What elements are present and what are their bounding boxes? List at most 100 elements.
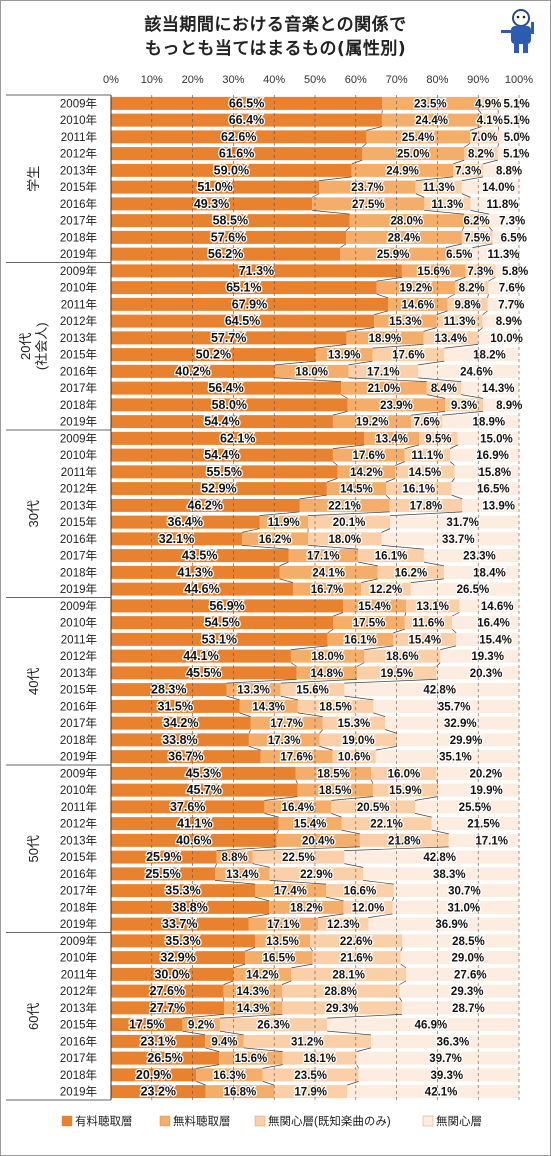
data-label: 9.3% (451, 400, 477, 412)
connector-line (340, 243, 347, 248)
bar-segment (347, 398, 446, 412)
bar-segment (456, 632, 519, 646)
data-label: 22.5% (282, 852, 315, 864)
bar-segment (196, 1068, 263, 1082)
legend-swatch (254, 1115, 266, 1127)
bar-segment (452, 616, 519, 630)
data-label: 28.7% (452, 1003, 485, 1015)
year-label: 2019年 (60, 247, 97, 261)
bar-segment (226, 683, 281, 697)
year-label: 2019年 (60, 917, 97, 931)
bar-segment (224, 1001, 283, 1015)
bar-segment (111, 750, 261, 764)
legend-label: 無料聴取層 (173, 1114, 231, 1128)
connector-line (399, 980, 407, 985)
bar-segment (111, 281, 377, 295)
bar-segment (111, 431, 365, 445)
data-label: 16.0% (388, 768, 421, 780)
connector-line (415, 176, 454, 181)
data-label: 28.0% (390, 216, 423, 228)
connector-line (461, 394, 484, 399)
data-label: 17.1% (267, 919, 300, 931)
data-label: 6.2% (463, 216, 489, 228)
data-label: 39.3% (431, 1070, 464, 1082)
year-label: 2017年 (60, 716, 97, 730)
bar-segment (343, 900, 393, 914)
data-label: 5.1% (503, 149, 529, 161)
year-label: 2016年 (60, 364, 97, 378)
data-label: 62.6% (221, 130, 256, 144)
bar-segment (401, 264, 466, 278)
bar-segment (275, 364, 349, 378)
bar-segment (326, 482, 386, 496)
year-label: 2011年 (61, 465, 97, 479)
bar-segment (282, 1001, 402, 1015)
data-label: 9.2% (188, 1020, 214, 1032)
data-label: 43.5% (182, 549, 217, 563)
bar-segment (280, 683, 345, 697)
connector-line (477, 109, 482, 114)
connector-line (366, 126, 382, 131)
connector-line (219, 1014, 283, 1019)
bar-segment (182, 1018, 220, 1032)
legend-swatch (422, 1115, 434, 1127)
bar-segment (461, 180, 519, 194)
data-label: 23.3% (463, 551, 496, 563)
connector-line (461, 176, 484, 181)
x-tick-label: 50% (304, 74, 326, 86)
connector-line (226, 695, 240, 701)
year-label: 2015年 (60, 348, 97, 362)
bar-segment (392, 900, 519, 914)
connector-line (345, 226, 350, 232)
connector-line (205, 1047, 220, 1052)
bar-segment (259, 515, 309, 529)
connector-line (449, 444, 458, 449)
bar-segment (111, 297, 389, 311)
connector-line (451, 612, 460, 617)
bar-segment (453, 163, 484, 177)
data-label: 64.5% (225, 314, 260, 328)
bar-segment (111, 147, 363, 161)
connector-line (327, 628, 334, 634)
data-label: 12.3% (327, 919, 360, 931)
data-label: 62.1% (220, 431, 255, 445)
bar-segment (111, 96, 383, 110)
data-label: 23.5% (294, 1070, 327, 1082)
year-label: 2012年 (60, 482, 97, 496)
connector-line (248, 746, 261, 751)
bar-segment (454, 281, 489, 295)
data-label: 10.6% (338, 752, 371, 764)
year-label: 2016年 (60, 867, 97, 881)
bar-segment (111, 850, 217, 864)
bar-segment (377, 565, 444, 579)
year-label: 2013年 (60, 1001, 97, 1015)
bar-segment (111, 800, 265, 814)
bar-segment (111, 599, 344, 613)
data-label: 18.5% (317, 768, 350, 780)
x-tick-label: 10% (141, 74, 163, 86)
connector-line (487, 294, 489, 298)
connector-line (461, 226, 465, 232)
connector-line (295, 779, 298, 784)
year-label: 2010年 (60, 448, 97, 462)
data-label: 7.6% (499, 283, 525, 295)
year-label: 2009年 (60, 431, 97, 445)
bar-segment (111, 415, 333, 429)
connector-line (440, 645, 457, 650)
bar-segment (374, 314, 437, 328)
data-label: 65.1% (226, 281, 261, 295)
connector-line (182, 1030, 206, 1036)
data-label: 17.7% (270, 718, 303, 730)
connector-line (252, 846, 360, 851)
bar-segment (111, 1068, 197, 1082)
bar-segment (111, 632, 328, 646)
bar-segment (488, 281, 520, 295)
connector-line (451, 494, 463, 500)
bar-segment (331, 800, 415, 814)
bar-segment (442, 415, 520, 429)
bar-segment (111, 833, 277, 847)
connector-line (290, 645, 328, 650)
data-label: 18.6% (386, 651, 419, 663)
bar-segment (444, 348, 519, 362)
bar-segment (111, 699, 240, 713)
